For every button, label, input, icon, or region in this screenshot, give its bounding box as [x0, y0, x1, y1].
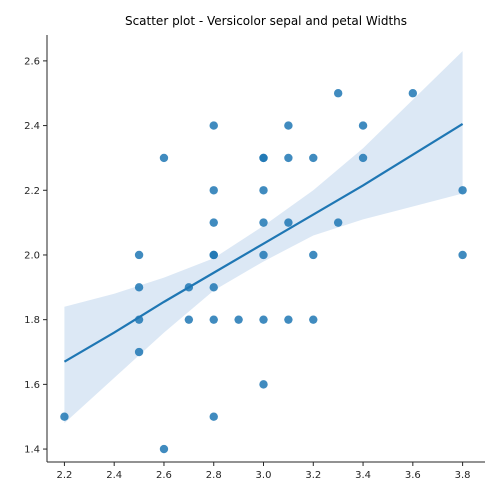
data-point — [284, 153, 293, 163]
data-point — [209, 412, 218, 421]
x-tick-label: 2.6 — [156, 470, 172, 481]
confidence-band-layer — [64, 51, 463, 424]
data-point — [284, 218, 293, 227]
y-tick-label: 1.6 — [24, 380, 40, 391]
data-point — [458, 250, 467, 260]
data-point — [333, 218, 343, 227]
regression-line-layer — [63, 123, 464, 363]
confidence-band — [64, 51, 463, 424]
x-tick-label: 3.0 — [256, 470, 272, 481]
x-tick-label: 3.4 — [355, 470, 371, 481]
y-tick-label: 2.0 — [24, 250, 40, 261]
axes-layer: 2.2 2.4 2.6 2.8 3.0 3.2 3.4 3.6 3.8 1.4 1.6 1.8 2.0 2… — [24, 35, 485, 481]
data-point — [408, 89, 418, 98]
data-point — [259, 218, 268, 227]
y-tick-label: 2.4 — [24, 121, 40, 132]
y-tick-label: 1.8 — [24, 315, 40, 326]
data-point — [358, 121, 368, 130]
data-point — [284, 121, 293, 130]
data-point — [284, 315, 293, 324]
x-tick-label: 2.8 — [206, 470, 222, 481]
x-tick-label: 2.4 — [106, 470, 122, 481]
data-point — [309, 315, 318, 324]
data-point — [60, 412, 69, 421]
data-point — [184, 315, 194, 324]
data-point — [309, 153, 318, 163]
chart-title: Scatter plot - Versicolor sepal and peta… — [125, 14, 407, 28]
y-tick-label: 2.6 — [24, 56, 40, 67]
data-point — [209, 250, 218, 260]
data-point — [134, 347, 144, 357]
data-point — [358, 153, 368, 163]
data-point — [209, 121, 218, 130]
x-tick-label: 3.2 — [305, 470, 321, 481]
data-point — [259, 250, 268, 260]
x-tick-label: 2.2 — [56, 470, 72, 481]
data-point — [159, 444, 169, 454]
data-point — [209, 218, 218, 227]
x-tick-label: 3.8 — [455, 470, 471, 481]
data-point — [209, 186, 218, 195]
data-point — [209, 283, 218, 292]
data-point — [259, 153, 268, 163]
data-point — [234, 315, 243, 324]
data-point — [209, 315, 218, 324]
x-tick-label: 3.6 — [405, 470, 421, 481]
data-point — [134, 283, 144, 292]
regression-line — [63, 123, 464, 363]
data-point — [309, 250, 318, 260]
y-tick-label: 2.2 — [24, 186, 40, 197]
data-point — [458, 186, 467, 195]
data-point — [259, 315, 268, 324]
data-point — [259, 186, 268, 195]
y-tick-label: 1.4 — [24, 445, 40, 456]
data-point — [259, 380, 268, 389]
data-point — [333, 89, 343, 98]
data-point — [134, 250, 144, 260]
data-point — [159, 153, 169, 163]
